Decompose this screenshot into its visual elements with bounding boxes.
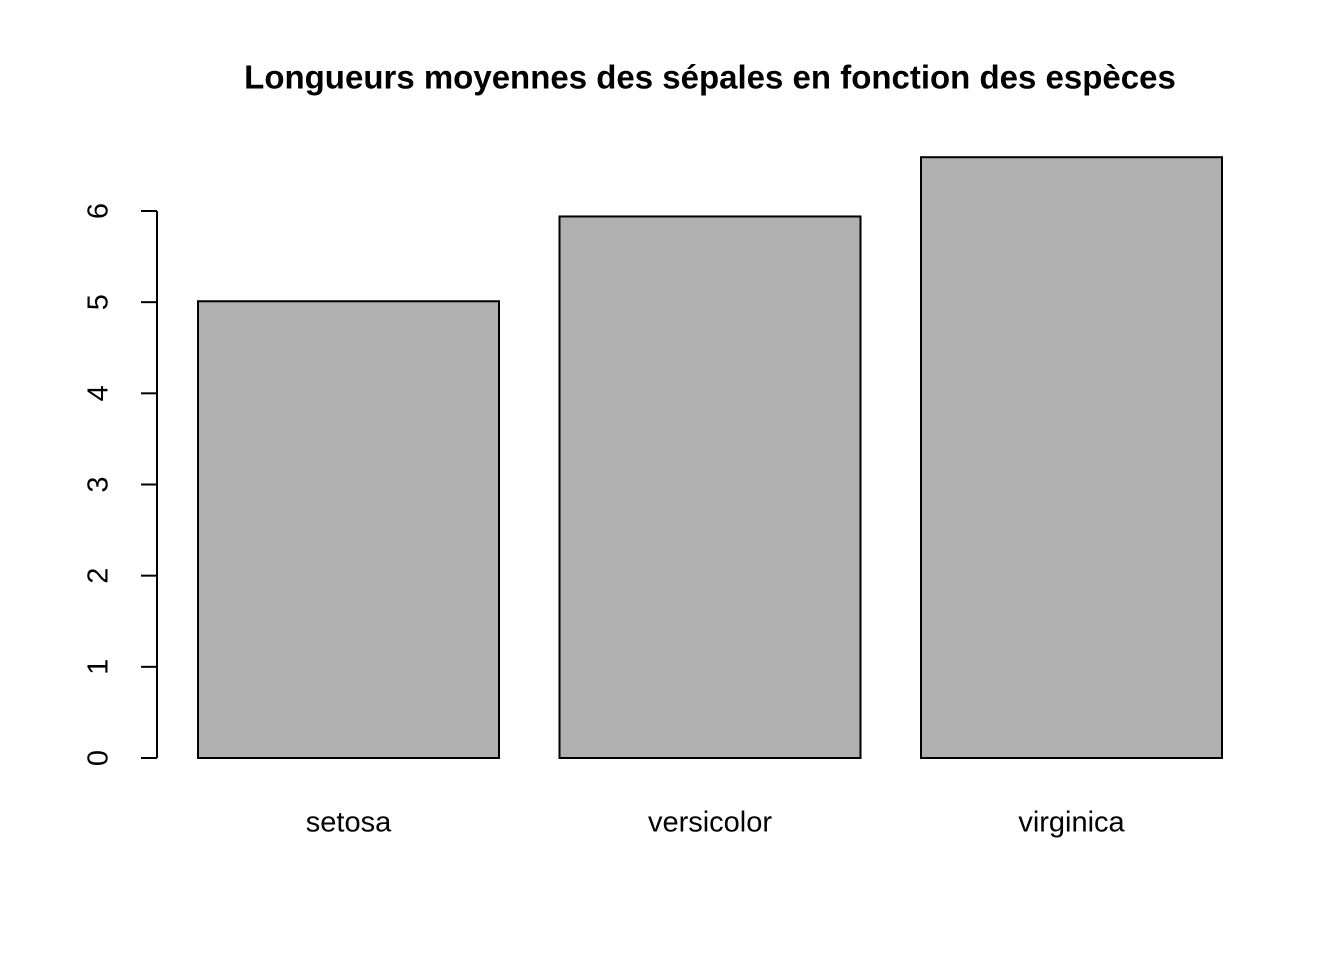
x-tick-label: versicolor [648, 807, 772, 839]
y-tick-label: 6 [83, 203, 115, 219]
y-tick-label: 1 [83, 659, 115, 675]
x-tick-label: virginica [1018, 807, 1125, 839]
y-tick-label: 4 [83, 385, 115, 401]
bar [197, 300, 500, 759]
x-tick-label: setosa [306, 807, 392, 839]
y-tick-label: 0 [83, 750, 115, 766]
bar [920, 156, 1223, 759]
y-tick-label: 3 [83, 476, 115, 492]
y-tick-label: 2 [83, 568, 115, 584]
chart-title: Longueurs moyennes des sépales en foncti… [244, 59, 1176, 96]
y-tick-label: 5 [83, 294, 115, 310]
bar [558, 215, 862, 759]
